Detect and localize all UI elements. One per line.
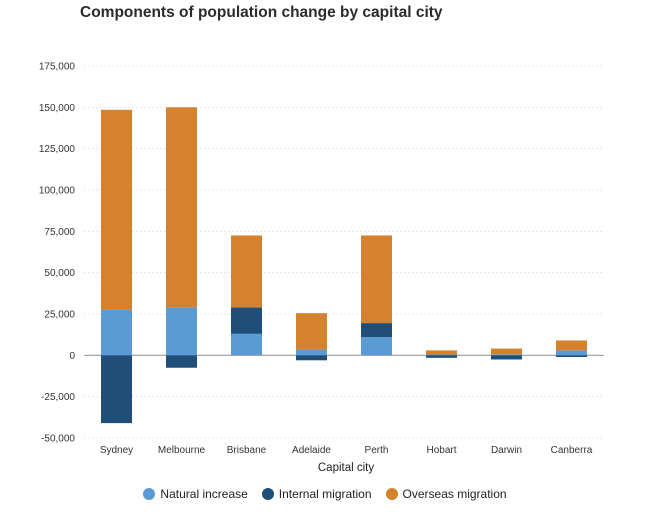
bar-sydney-natural-increase[interactable] (101, 309, 132, 356)
x-tick-label: Adelaide (292, 445, 331, 456)
y-tick-label: -50,000 (41, 434, 75, 445)
x-tick-label: Brisbane (227, 445, 267, 456)
y-tick-label: 125,000 (39, 144, 76, 155)
y-tick-label: 175,000 (39, 62, 76, 73)
bar-brisbane-internal-migration[interactable] (231, 307, 262, 334)
chart-title: Components of population change by capit… (80, 4, 443, 21)
bar-darwin-internal-migration[interactable] (491, 355, 522, 360)
bars (101, 107, 587, 424)
legend: Natural increase Internal migration Overse… (0, 487, 650, 501)
bar-adelaide-overseas-migration[interactable] (296, 313, 327, 350)
y-tick-label: 0 (69, 351, 75, 362)
bar-melbourne-overseas-migration[interactable] (166, 107, 197, 308)
y-tick-label: 100,000 (39, 186, 76, 197)
bar-adelaide-internal-migration[interactable] (296, 355, 327, 361)
legend-swatch-icon (143, 488, 156, 500)
legend-item[interactable]: Natural increase (143, 487, 248, 501)
bar-hobart-natural-increase[interactable] (426, 354, 457, 356)
bar-adelaide-natural-increase[interactable] (296, 349, 327, 356)
bar-perth-overseas-migration[interactable] (361, 235, 392, 324)
x-tick-label: Perth (365, 445, 389, 456)
bar-darwin-natural-increase[interactable] (491, 354, 522, 356)
bar-perth-natural-increase[interactable] (361, 337, 392, 356)
bar-melbourne-natural-increase[interactable] (166, 307, 197, 356)
legend-label: Natural increase (160, 487, 248, 501)
y-tick-label: 25,000 (44, 310, 75, 321)
y-axis-ticks: -50,000 -25,000 0 25,000 50,000 75,000 100,000… (39, 62, 76, 445)
y-tick-label: 150,000 (39, 103, 76, 114)
legend-label: Internal migration (278, 487, 372, 501)
x-tick-label: Sydney (100, 445, 133, 456)
x-axis-title: Capital city (318, 462, 374, 474)
legend-swatch-icon (385, 488, 398, 500)
bar-darwin-overseas-migration[interactable] (491, 348, 522, 355)
x-tick-label: Hobart (426, 445, 456, 456)
legend-label: Overseas migration (402, 487, 507, 501)
bar-melbourne-internal-migration[interactable] (166, 355, 197, 368)
x-tick-label: Darwin (491, 445, 522, 456)
bar-canberra-natural-increase[interactable] (556, 350, 587, 356)
bar-hobart-overseas-migration[interactable] (426, 350, 457, 355)
bar-perth-internal-migration[interactable] (361, 323, 392, 338)
x-axis-ticks: Sydney Melbourne Brisbane Adelaide Perth Hoba… (100, 445, 593, 456)
x-tick-label: Canberra (551, 445, 593, 456)
legend-swatch-icon (261, 488, 274, 500)
bar-canberra-overseas-migration[interactable] (556, 340, 587, 351)
legend-item[interactable]: Internal migration (261, 487, 372, 501)
y-tick-label: -25,000 (41, 392, 75, 403)
gridlines (84, 65, 604, 439)
x-tick-label: Melbourne (158, 445, 206, 456)
bar-brisbane-natural-increase[interactable] (231, 333, 262, 356)
y-tick-label: 75,000 (44, 227, 75, 238)
bar-sydney-internal-migration[interactable] (101, 355, 132, 424)
bar-sydney-overseas-migration[interactable] (101, 109, 132, 310)
bar-hobart-internal-migration[interactable] (426, 355, 457, 358)
y-tick-label: 50,000 (44, 268, 75, 279)
bar-brisbane-overseas-migration[interactable] (231, 235, 262, 308)
bar-canberra-internal-migration[interactable] (556, 355, 587, 357)
legend-item[interactable]: Overseas migration (385, 487, 507, 501)
